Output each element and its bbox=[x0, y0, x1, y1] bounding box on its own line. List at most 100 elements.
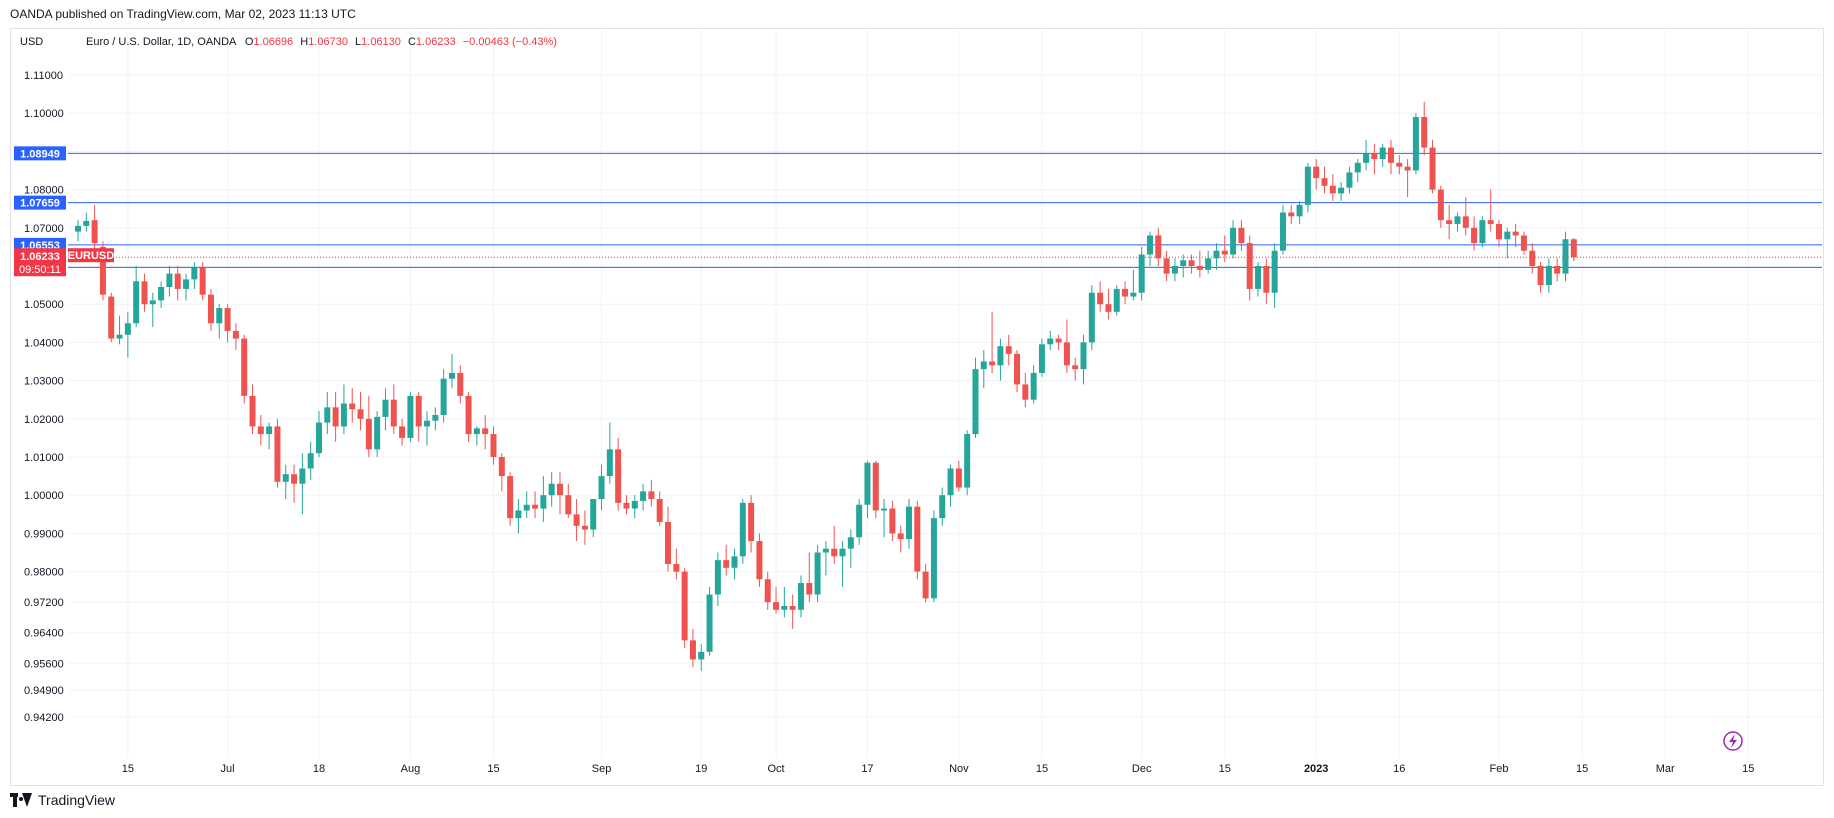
candle-body bbox=[1429, 147, 1436, 190]
candle-body bbox=[1496, 223, 1503, 240]
candle-body bbox=[1263, 266, 1270, 293]
tradingview-logo-icon bbox=[10, 793, 32, 807]
candle bbox=[1421, 101, 1428, 156]
candle bbox=[1255, 262, 1262, 297]
x-tick-label: Aug bbox=[401, 763, 421, 775]
candle bbox=[872, 460, 879, 519]
candle bbox=[623, 495, 630, 515]
candle-body bbox=[133, 281, 140, 324]
candle-body bbox=[1520, 235, 1527, 251]
candle-body bbox=[515, 510, 522, 519]
candle-body bbox=[390, 399, 397, 427]
candle-body bbox=[324, 407, 331, 423]
candle-body bbox=[1080, 342, 1087, 370]
candle bbox=[266, 422, 273, 450]
x-tick-label: Oct bbox=[767, 763, 784, 775]
candle bbox=[606, 422, 613, 484]
candle-body bbox=[1421, 117, 1428, 148]
candle-body bbox=[1321, 178, 1328, 186]
candle bbox=[1504, 227, 1511, 259]
candle bbox=[440, 369, 447, 423]
y-axis: 1.110001.100001.090001.080001.070001.060… bbox=[24, 70, 64, 724]
candle-body bbox=[1454, 216, 1461, 224]
candle-body bbox=[108, 296, 115, 339]
candle bbox=[166, 266, 173, 297]
candle bbox=[75, 220, 81, 242]
candle bbox=[108, 292, 115, 343]
candle bbox=[390, 384, 397, 435]
candle bbox=[1238, 220, 1245, 251]
candle bbox=[482, 414, 489, 450]
candle bbox=[332, 392, 339, 442]
candle bbox=[1213, 243, 1220, 270]
candle-body bbox=[365, 418, 372, 450]
candle-body bbox=[856, 504, 863, 538]
candle-body bbox=[1097, 292, 1104, 305]
candle bbox=[548, 472, 555, 507]
candle bbox=[689, 628, 696, 668]
candle-body bbox=[166, 273, 173, 288]
candle-body bbox=[1329, 185, 1336, 194]
candle-body bbox=[124, 323, 131, 335]
symbol-description: Euro / U.S. Dollar, 1D, OANDA bbox=[86, 36, 237, 48]
candle bbox=[415, 392, 422, 442]
candle-body bbox=[947, 468, 954, 496]
level-tag-label: 1.08949 bbox=[20, 148, 60, 160]
candle bbox=[1296, 201, 1303, 224]
candle-body bbox=[1537, 266, 1544, 286]
candle bbox=[1146, 231, 1153, 266]
candle-body bbox=[257, 426, 264, 435]
candle bbox=[1014, 350, 1021, 393]
candle-body bbox=[1279, 212, 1286, 251]
lightning-icon[interactable] bbox=[1723, 731, 1743, 751]
candle-body bbox=[1196, 266, 1203, 270]
candle bbox=[1113, 285, 1120, 316]
y-tick-label: 1.11000 bbox=[24, 70, 63, 82]
x-tick-label: 19 bbox=[695, 763, 707, 775]
candle-body bbox=[1288, 212, 1295, 217]
candle-body bbox=[1146, 235, 1153, 255]
candle-body bbox=[556, 483, 563, 496]
candle bbox=[349, 388, 356, 423]
candle bbox=[615, 437, 622, 511]
candle-body bbox=[1462, 216, 1469, 228]
candle bbox=[382, 388, 389, 431]
candle-body bbox=[191, 267, 198, 280]
candle-body bbox=[332, 407, 339, 427]
candle-body bbox=[806, 583, 813, 595]
candle bbox=[1171, 258, 1178, 282]
tradingview-logo[interactable]: TradingView bbox=[10, 792, 115, 808]
candle bbox=[714, 552, 721, 606]
candle bbox=[972, 357, 979, 438]
candle bbox=[1088, 285, 1095, 351]
candle-body bbox=[764, 579, 771, 603]
level-tag bbox=[14, 146, 66, 161]
candle-body bbox=[1255, 266, 1262, 289]
candle bbox=[1163, 250, 1170, 282]
candle-body bbox=[914, 506, 921, 572]
candle bbox=[556, 472, 563, 515]
candle-body bbox=[1063, 342, 1070, 366]
y-tick-label: 0.95600 bbox=[24, 658, 64, 670]
candle bbox=[1022, 372, 1029, 408]
candle bbox=[523, 491, 530, 519]
candle bbox=[1038, 338, 1045, 377]
currency-label: USD bbox=[20, 36, 43, 48]
candle bbox=[124, 311, 131, 358]
y-tick-label: 1.10000 bbox=[24, 108, 64, 120]
candle bbox=[681, 567, 688, 648]
candle-body bbox=[906, 506, 912, 540]
candle bbox=[307, 441, 314, 480]
level-tag-label: 1.07659 bbox=[20, 198, 60, 210]
candle-body bbox=[490, 434, 497, 457]
candle bbox=[1338, 181, 1345, 202]
candle bbox=[930, 510, 937, 603]
candle-body bbox=[440, 378, 447, 415]
candle bbox=[889, 500, 896, 542]
y-tick-label: 0.96400 bbox=[24, 628, 64, 640]
candle bbox=[706, 586, 713, 656]
candle-body bbox=[266, 426, 273, 435]
x-tick-label: Mar bbox=[1656, 763, 1675, 775]
candle bbox=[1554, 258, 1561, 282]
